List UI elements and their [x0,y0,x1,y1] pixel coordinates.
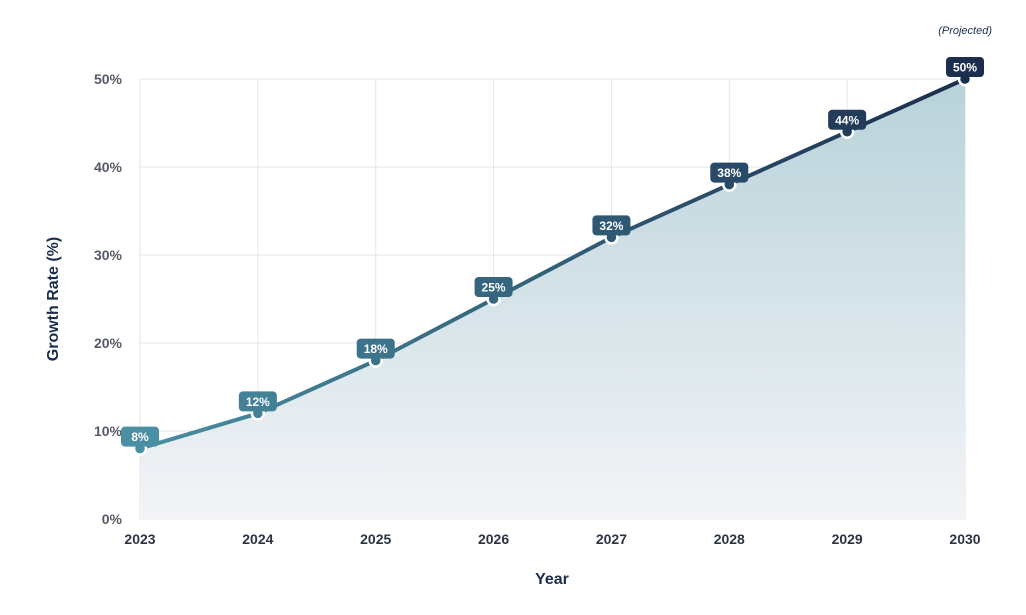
x-tick-label: 2030 [949,531,980,547]
data-label-pointer [252,410,263,417]
data-label-pointer [606,234,617,241]
data-label-pointer [370,357,381,364]
x-tick-label: 2023 [124,531,155,547]
projected-annotation: (Projected) [938,25,992,37]
y-tick-label: 20% [94,335,123,351]
data-labels: 8% 12% 18% 25% 32% 38% 44% 50% [121,57,984,452]
series-line [138,77,967,451]
area-fill [140,79,965,519]
x-tick-label: 2025 [360,531,391,547]
data-label-box [121,426,159,447]
data-label: 50% [953,61,977,75]
data-label: 12% [246,395,270,409]
data-label-box [592,215,631,236]
data-label-box [710,162,749,183]
data-label: 18% [364,342,388,356]
y-tick-label: 30% [94,247,123,263]
y-tick-label: 50% [94,71,123,87]
x-axis-title: Year [535,571,569,588]
data-label: 8% [131,430,149,444]
data-label-box [946,57,984,77]
y-tick-label: 40% [94,159,123,175]
data-label-pointer [724,181,735,188]
data-label-pointer [135,445,145,452]
x-tick-label: 2024 [242,531,273,547]
y-tick-label: 0% [102,511,123,527]
data-label-pointer [842,128,853,135]
data-label: 32% [599,219,623,233]
data-label-box [474,277,513,297]
data-label-pointer [960,76,970,82]
x-tick-label: 2027 [596,531,627,547]
y-axis-title: Growth Rate (%) [45,237,62,361]
data-label-box [828,109,867,130]
x-tick-label: 2028 [714,531,745,547]
x-axis-ticks: 2023 2024 2025 2026 2027 2028 2029 2030 [124,531,980,547]
x-tick-label: 2026 [478,531,509,547]
data-label: 44% [835,113,859,127]
x-tick-label: 2029 [832,531,863,547]
y-axis-ticks: 0% 10% 20% 30% 40% 50% [94,71,123,527]
data-label-box [238,391,277,412]
data-label: 38% [717,166,741,180]
data-label-pointer [488,296,499,302]
data-label-box [356,338,395,359]
y-tick-label: 10% [94,423,123,439]
data-label: 25% [482,281,506,295]
